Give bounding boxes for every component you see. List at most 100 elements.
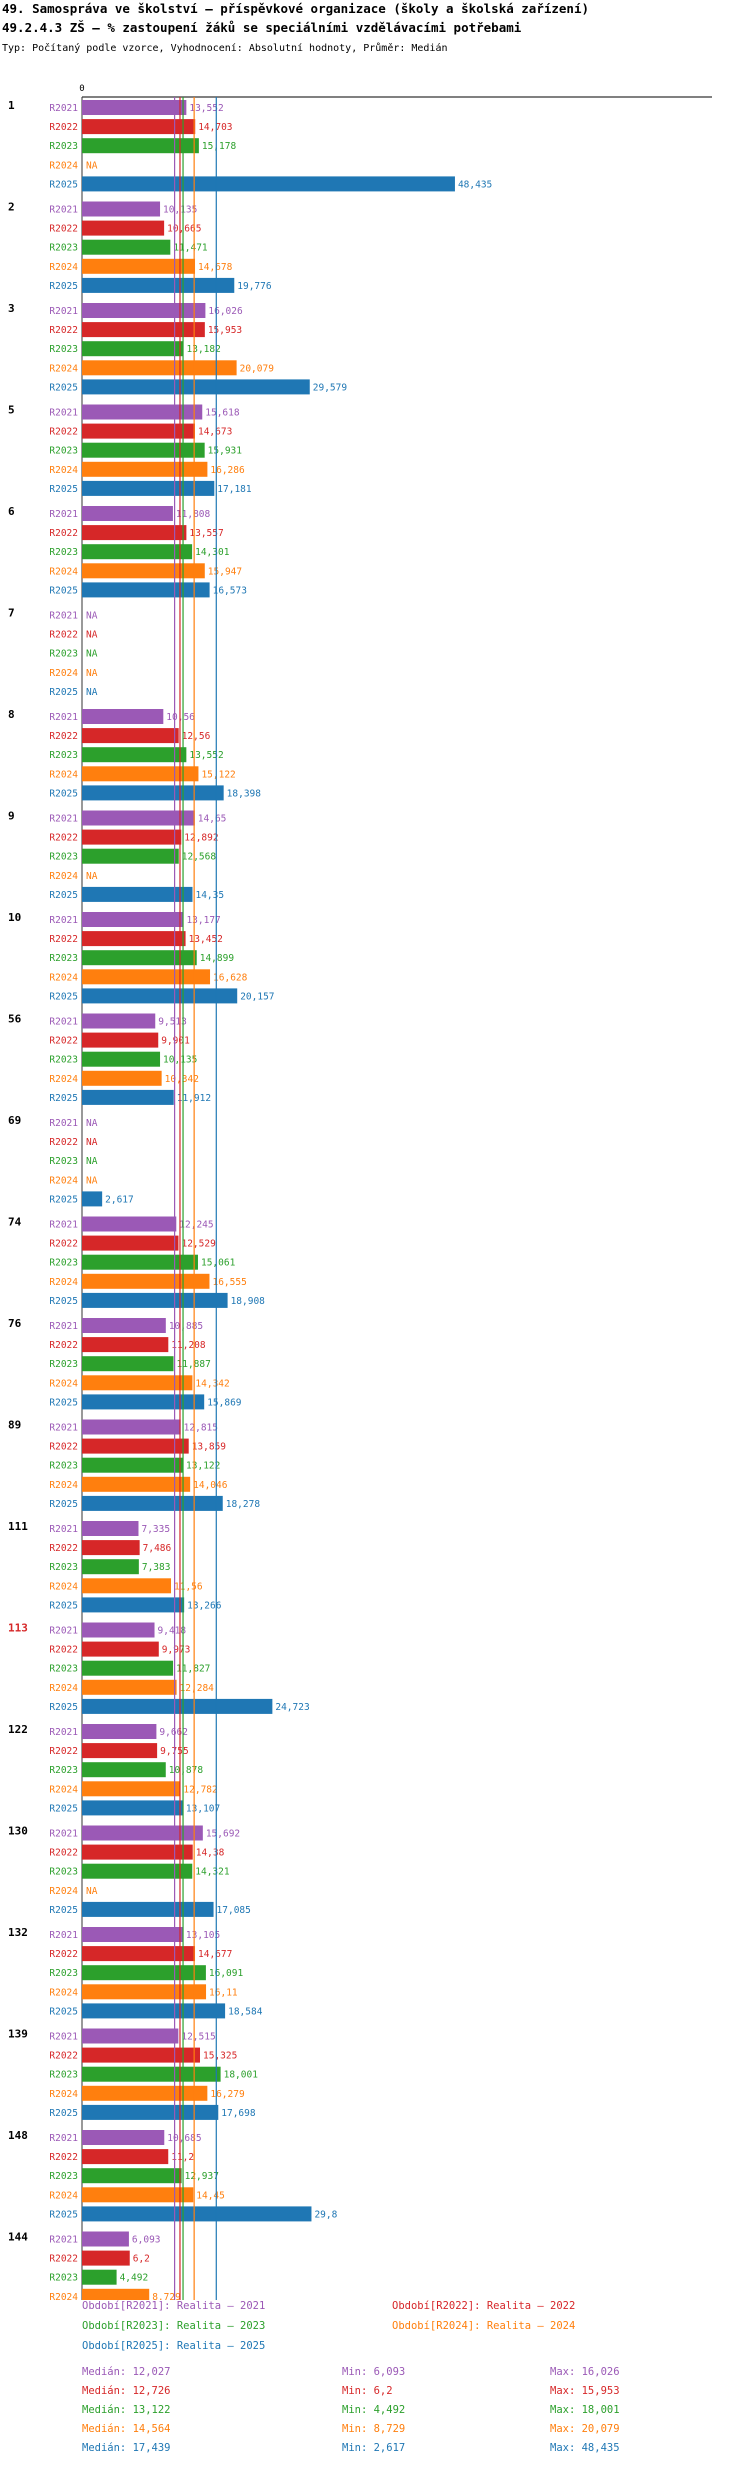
series-label: R2022 (49, 1442, 78, 1453)
series-label: R2022 (49, 833, 78, 844)
bar-r2023 (82, 747, 187, 763)
series-label: R2025 (49, 2006, 78, 2017)
value-label: 15,931 (208, 446, 243, 457)
series-label: R2023 (49, 1867, 78, 1878)
value-label: 9,973 (162, 1645, 191, 1656)
series-label: R2021 (49, 1220, 78, 1231)
series-label: R2022 (49, 1036, 78, 1047)
series-label: R2024 (49, 1784, 78, 1795)
value-label-na: NA (86, 668, 98, 679)
series-label: R2025 (49, 1296, 78, 1307)
value-label: 10,878 (169, 1765, 204, 1776)
value-label: 12,815 (184, 1423, 218, 1434)
value-label-na: NA (86, 687, 98, 698)
chart-subtitle: 49.2.4.3 ZŠ – % zastoupení žáků se speci… (2, 20, 522, 35)
series-label: R2024 (49, 262, 78, 273)
group-label: 3 (8, 302, 15, 315)
value-label: 15,178 (202, 141, 237, 152)
series-label: R2022 (49, 630, 78, 641)
value-label-na: NA (86, 1175, 98, 1186)
bar-r2022 (82, 931, 186, 947)
series-label: R2024 (49, 972, 78, 983)
series-label: R2025 (49, 1702, 78, 1713)
group-label: 6 (8, 505, 15, 518)
group-label: 56 (8, 1013, 22, 1026)
series-label: R2023 (49, 1968, 78, 1979)
series-label: R2021 (49, 509, 78, 520)
bar-r2024 (82, 969, 211, 985)
value-label: 6,093 (132, 2235, 161, 2246)
bar-r2021 (82, 1927, 183, 1942)
value-label: 10,665 (167, 224, 201, 235)
legend-entry: Období[R2025]: Realita – 2025 (82, 2340, 266, 2352)
value-label: 12,515 (181, 2032, 215, 2043)
value-label: 14,899 (200, 953, 235, 964)
bar-r2025 (82, 2104, 219, 2120)
series-label: R2025 (49, 1397, 78, 1408)
value-label: 15,618 (205, 408, 240, 419)
series-label: R2023 (49, 1359, 78, 1370)
legend-stat-max: Max: 18,001 (550, 2404, 620, 2416)
value-label: 13,122 (186, 1461, 220, 1472)
bar-r2022 (82, 322, 205, 338)
value-label-na: NA (86, 1886, 98, 1897)
value-label: 9,418 (158, 1626, 187, 1637)
series-label: R2025 (49, 1600, 78, 1611)
series-label: R2024 (49, 1074, 78, 1085)
bar-r2024 (82, 360, 237, 376)
bar-r2022 (82, 2250, 130, 2266)
bar-r2024 (82, 563, 205, 579)
bar-r2024 (82, 1781, 181, 1797)
bar-r2022 (82, 220, 165, 236)
value-label: 24,723 (275, 1702, 309, 1713)
value-label: 12,782 (183, 1784, 217, 1795)
value-label: 14,301 (195, 547, 230, 558)
value-label: 15,869 (207, 1397, 242, 1408)
bar-r2022 (82, 1540, 140, 1556)
group-label: 132 (8, 1926, 28, 1939)
bar-r2023 (82, 1863, 193, 1879)
bar-r2022 (82, 829, 182, 845)
bar-r2023 (82, 1356, 174, 1372)
series-label: R2023 (49, 1765, 78, 1776)
series-label: R2025 (49, 1803, 78, 1814)
series-label: R2025 (49, 788, 78, 799)
series-label: R2021 (49, 1118, 78, 1129)
bar-r2024 (82, 1375, 193, 1391)
series-label: R2025 (49, 2209, 78, 2220)
value-label: 14,678 (198, 262, 233, 273)
group-label: 130 (8, 1825, 28, 1838)
bar-r2025 (82, 1191, 103, 1207)
value-label: 13,182 (187, 344, 221, 355)
series-label: R2021 (49, 2032, 78, 2043)
bar-r2025 (82, 785, 224, 801)
value-label: 16,11 (209, 1987, 238, 1998)
series-label: R2023 (49, 547, 78, 558)
series-label: R2025 (49, 2108, 78, 2119)
value-label: 16,286 (210, 465, 245, 476)
value-label: 14,65 (198, 814, 227, 825)
value-label: 13,859 (192, 1442, 227, 1453)
series-label: R2022 (49, 731, 78, 742)
series-label: R2021 (49, 611, 78, 622)
legend-stat-median: Medián: 12,027 (82, 2366, 171, 2378)
value-label: 17,181 (217, 484, 252, 495)
series-label: R2023 (49, 2070, 78, 2081)
bar-r2021 (82, 912, 184, 927)
value-label: 11,471 (173, 243, 208, 254)
series-label: R2021 (49, 814, 78, 825)
bar-r2021 (82, 506, 173, 521)
legend-entry: Období[R2024]: Realita – 2024 (392, 2320, 576, 2332)
legend-stat-median: Medián: 13,122 (82, 2404, 171, 2416)
value-label: 14,35 (195, 890, 224, 901)
value-label: 11,56 (174, 1581, 203, 1592)
series-label: R2023 (49, 852, 78, 863)
value-label: 14,342 (195, 1378, 229, 1389)
value-label: 9,901 (161, 1036, 190, 1047)
value-label: 13,552 (189, 103, 223, 114)
bar-r2022 (82, 1438, 189, 1454)
series-label: R2024 (49, 363, 78, 374)
value-label: 13,557 (189, 528, 223, 539)
bar-r2023 (82, 1559, 139, 1575)
bar-r2025 (82, 886, 193, 902)
